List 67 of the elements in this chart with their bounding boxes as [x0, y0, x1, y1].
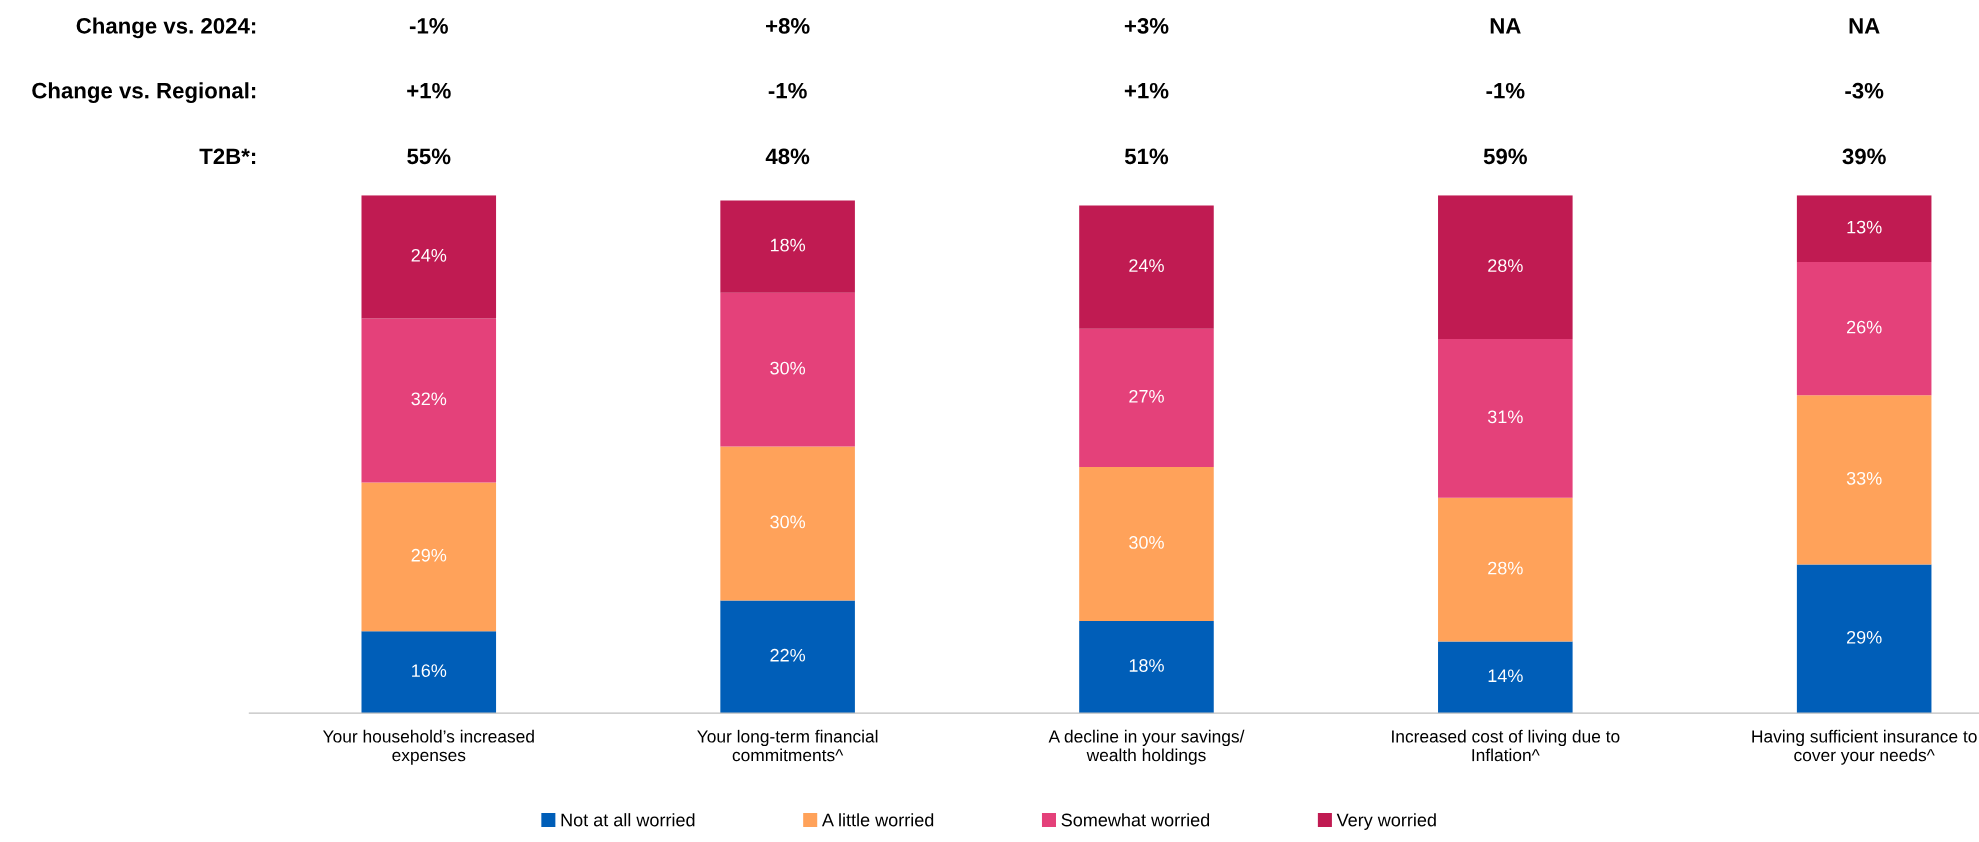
data-label: 26%: [1847, 320, 1882, 334]
bar: [1796, 395, 1932, 565]
legend-label: Not at all worried: [561, 813, 695, 827]
text: 51%: [1124, 148, 1169, 165]
text: NA: [1490, 18, 1521, 34]
data-label: 32%: [411, 392, 447, 406]
data-label: 24%: [1129, 259, 1164, 272]
text: -1%: [1486, 82, 1525, 99]
bar: [1796, 195, 1932, 262]
x-tick-label: Your household’s increased expenses: [322, 729, 534, 765]
data-label: 30%: [1129, 536, 1164, 549]
data-label: 28%: [1488, 561, 1523, 575]
data-label: 13%: [1847, 220, 1882, 234]
text: NA: [1849, 18, 1880, 34]
bar: [361, 631, 497, 714]
bar: [361, 482, 497, 632]
bar: [1079, 205, 1214, 329]
text: Change vs. 2024:: [76, 17, 256, 39]
data-label: 22%: [770, 648, 806, 662]
data-label: 30%: [770, 361, 806, 375]
text: -3%: [1845, 82, 1884, 99]
bar: [1438, 338, 1573, 498]
x-tick-label: Your long-term financial commitments^: [697, 729, 878, 762]
text: 48%: [765, 148, 810, 165]
data-label: 28%: [1488, 259, 1523, 272]
data-label: 27%: [1129, 389, 1164, 403]
data-label: 14%: [1488, 669, 1523, 683]
data-label: 18%: [1129, 659, 1164, 672]
bar: [361, 195, 497, 319]
text: T2B*:: [199, 148, 256, 165]
x-tick-label: Having sufficient insurance to cover your needs^: [1752, 729, 1977, 765]
bar: [720, 600, 855, 714]
text: +1%: [1124, 82, 1169, 99]
text: 39%: [1842, 148, 1886, 165]
data-label: 24%: [411, 248, 447, 262]
bar: [1079, 467, 1214, 621]
bar: [1796, 564, 1932, 714]
bar: [720, 200, 855, 293]
x-tick-label: Increased cost of living due to Inflation^: [1392, 729, 1620, 762]
data-label: 33%: [1846, 471, 1882, 485]
text: -1%: [768, 82, 807, 99]
legend-label: Very worried: [1336, 813, 1436, 830]
bar: [1079, 620, 1214, 714]
text: -1%: [409, 18, 448, 34]
data-label: 30%: [770, 515, 806, 529]
bar: [1438, 195, 1573, 339]
legend-label: A little worried: [821, 813, 934, 827]
bar: [720, 292, 855, 447]
text: +1%: [407, 82, 451, 99]
text: 59%: [1483, 148, 1527, 165]
text: +3%: [1124, 18, 1169, 34]
bar: [1438, 641, 1573, 714]
bar: [1796, 262, 1932, 396]
data-label: 16%: [412, 664, 447, 677]
data-label: 29%: [411, 548, 447, 562]
text: 55%: [407, 148, 451, 165]
bar: [1438, 497, 1573, 642]
bar: [1079, 328, 1214, 468]
data-label: 29%: [1847, 630, 1882, 644]
text: +8%: [766, 18, 810, 34]
text: Change vs. Regional:: [32, 82, 256, 104]
data-label: 18%: [770, 238, 806, 252]
x-tick-label: A decline in your savings/ wealth holdings: [1048, 729, 1245, 765]
bar: [720, 446, 855, 601]
legend-label: Somewhat worried: [1061, 813, 1210, 827]
bar: [361, 318, 497, 483]
data-label: 31%: [1487, 410, 1523, 424]
